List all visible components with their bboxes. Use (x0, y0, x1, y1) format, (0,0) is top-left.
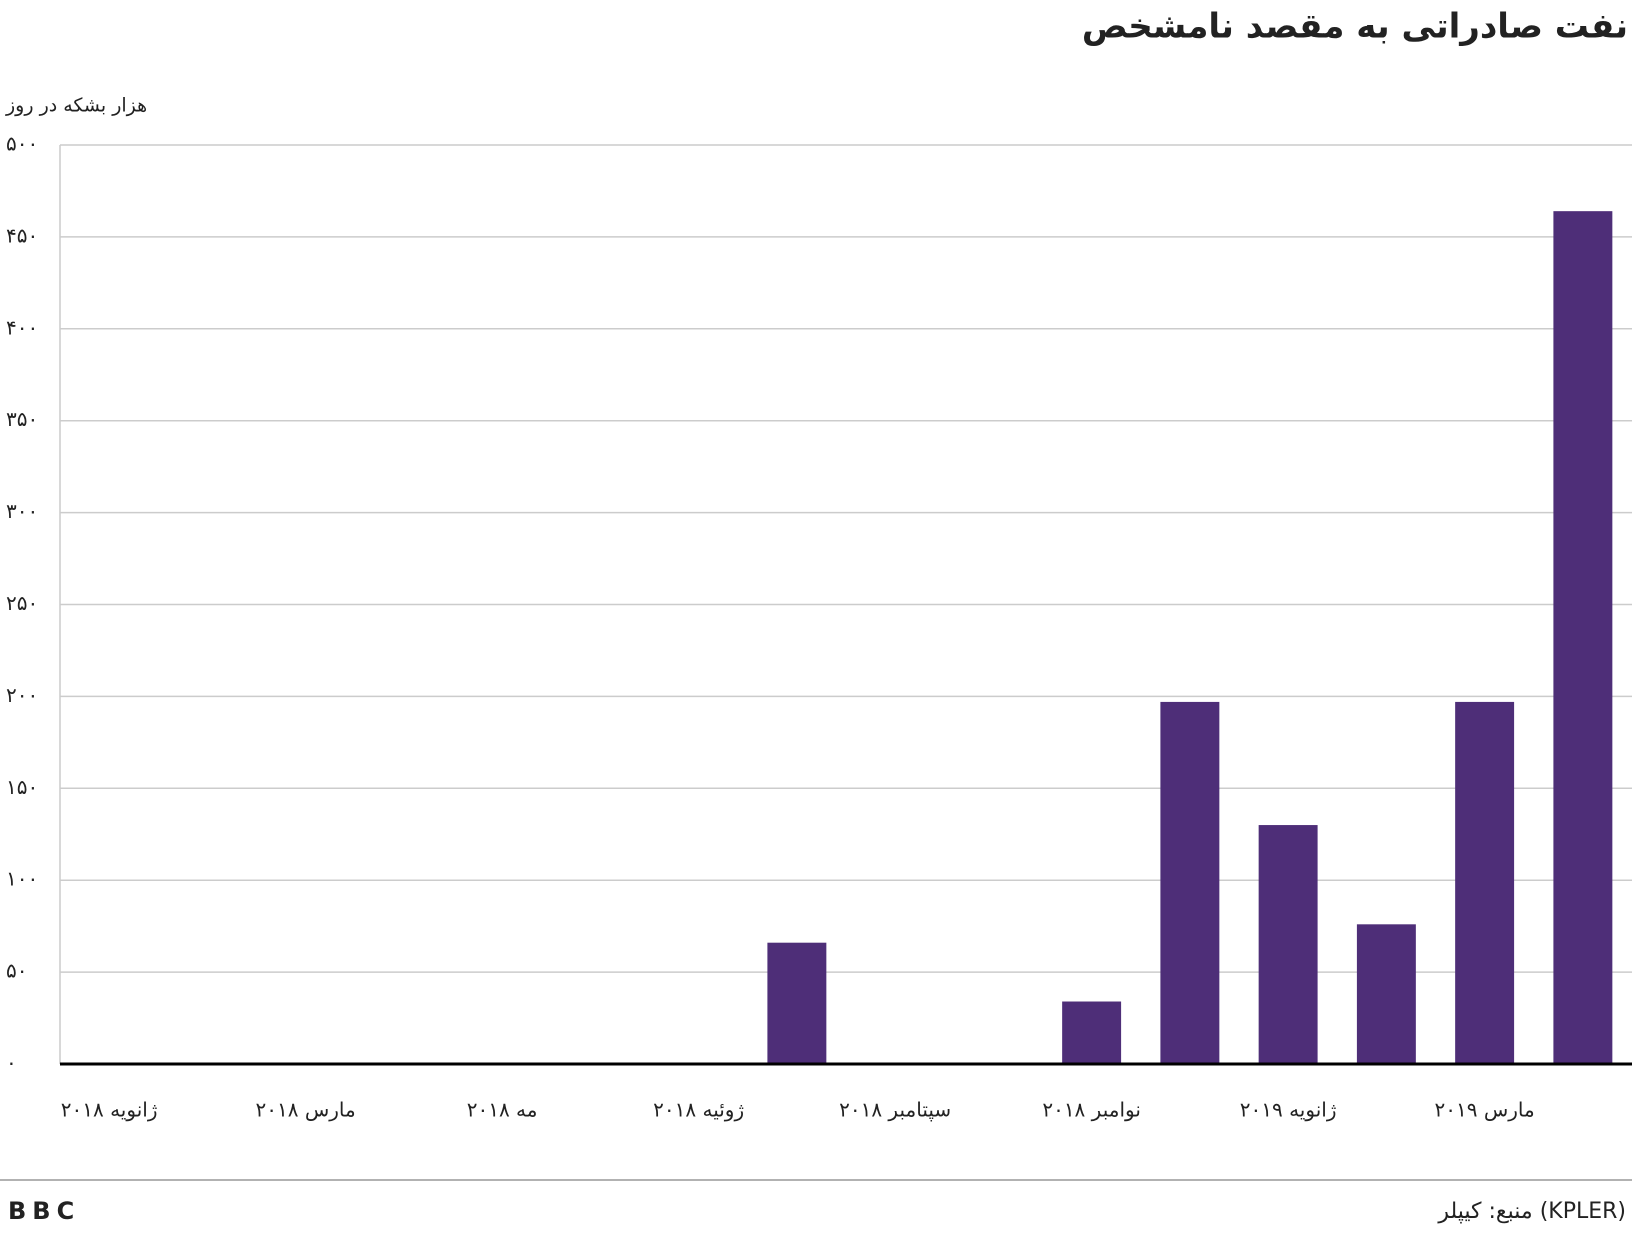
y-tick-label: ۱۰۰ (6, 867, 38, 891)
y-tick-label: ۴۵۰ (6, 223, 38, 247)
x-tick-label: ژانویه ۲۰۱۸ (61, 1098, 158, 1122)
bar (1258, 825, 1318, 1064)
x-tick-label: مارس ۲۰۱۸ (256, 1098, 356, 1122)
y-tick-label: ۰ (6, 1051, 17, 1075)
bar (1160, 701, 1220, 1064)
y-tick-label: ۵۰ (6, 959, 27, 983)
y-axis-label: هزار بشکه در روز (5, 95, 147, 117)
x-tick-label: ژانویه ۲۰۱۹ (1240, 1098, 1337, 1122)
y-tick-label: ۵۰۰ (6, 132, 38, 156)
bar (1356, 924, 1416, 1064)
bar (1553, 211, 1613, 1065)
x-tick-label: مه ۲۰۱۸ (467, 1098, 538, 1122)
x-tick-label: سپتامبر ۲۰۱۸ (839, 1098, 951, 1123)
y-tick-label: ۱۵۰ (6, 775, 38, 799)
bar (767, 942, 827, 1064)
y-tick-label: ۳۵۰ (6, 407, 38, 431)
y-tick-label: ۲۰۰ (6, 683, 38, 707)
logo: BBC (8, 1197, 80, 1225)
x-tick-label: نوامبر ۲۰۱۸ (1042, 1098, 1141, 1122)
x-tick-label: مارس ۲۰۱۹ (1435, 1098, 1535, 1122)
bar (1062, 1001, 1122, 1064)
y-tick-label: ۲۵۰ (6, 591, 38, 615)
x-tick-label: ژوئیه ۲۰۱۸ (653, 1098, 744, 1122)
bar (1455, 701, 1515, 1064)
source: منبع: کیپلر (KPLER) (1437, 1199, 1626, 1224)
y-tick-label: ۴۰۰ (6, 315, 38, 339)
chart-title: نفت صادراتی به مقصد نامشخص (1082, 7, 1628, 47)
y-tick-label: ۳۰۰ (6, 499, 38, 523)
